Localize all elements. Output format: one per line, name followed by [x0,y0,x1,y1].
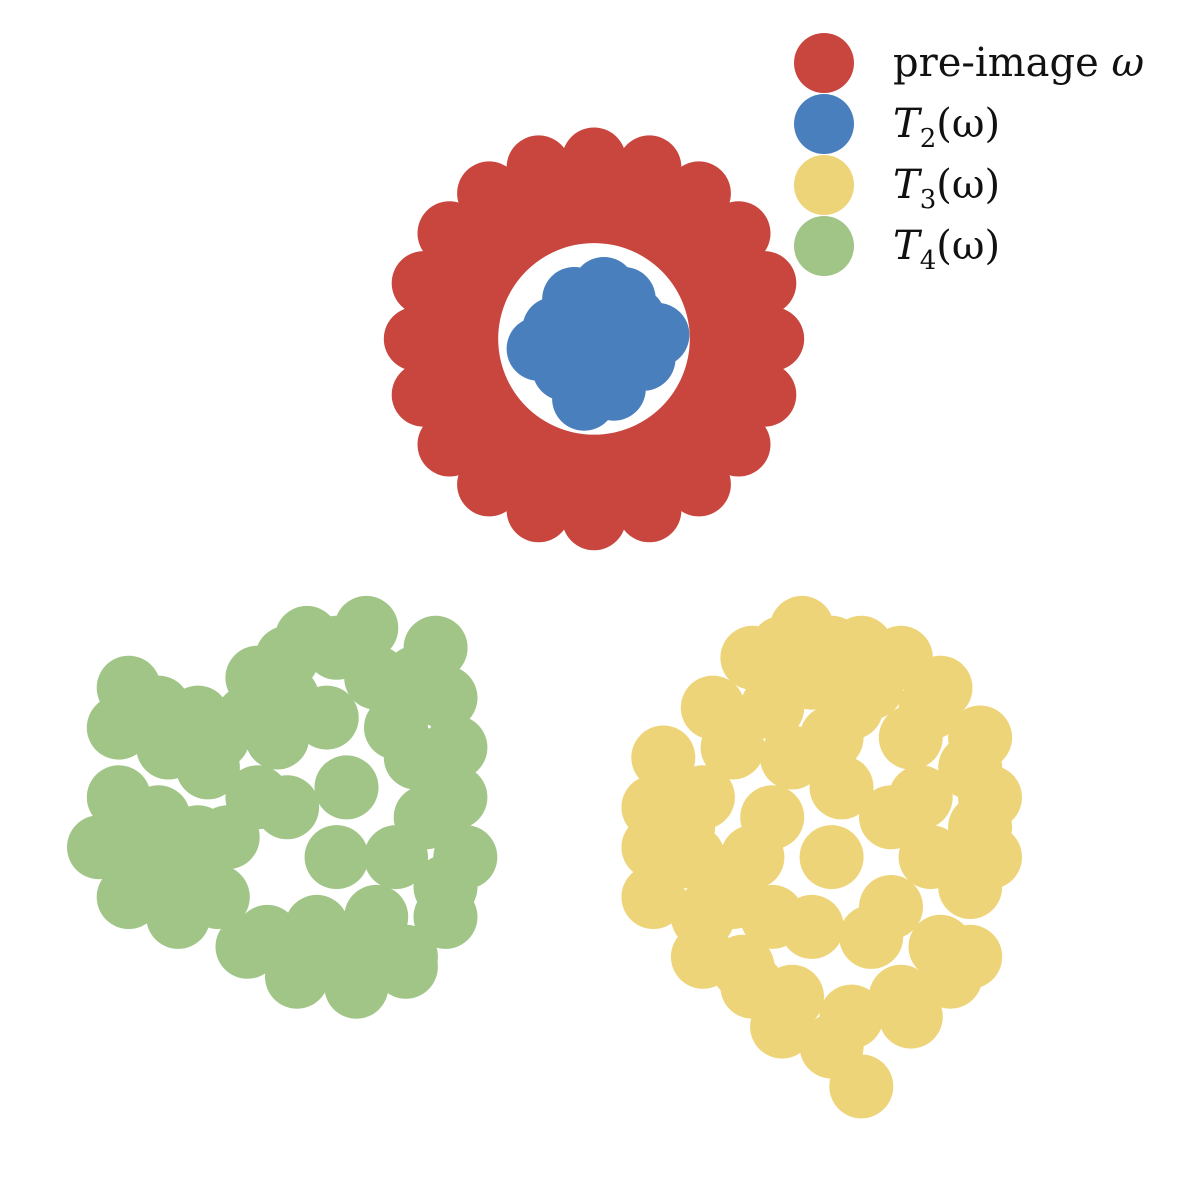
t3-point-26 [670,924,735,989]
pre-image-point-37 [647,416,712,481]
pre-image-series [383,127,805,551]
t4-point-49 [423,715,488,780]
t2-point-7 [506,316,571,381]
legend-label-t2: T2(ω) [893,101,1000,154]
t4-point-48 [413,855,478,919]
t3-point-21 [631,725,696,790]
t3-point-31 [878,984,943,1049]
legend-entry-t3: T3(ω) [794,155,1000,215]
pre-image-point-35 [431,350,496,415]
t4-point-43 [373,924,438,989]
t2-point-11 [542,267,607,331]
t3-point-20 [680,675,745,740]
t3-point-48 [760,725,824,790]
t3-series [621,595,1022,1119]
pre-image-point-6 [506,135,571,200]
pre-image-point-34 [476,197,541,262]
t4-point-44 [146,884,211,949]
t3-point-0 [809,755,874,820]
t4-point-34 [304,825,369,890]
t3-point-43 [799,825,864,890]
t4-point-51 [185,705,250,770]
t4-point-50 [225,645,290,710]
t4-point-40 [383,645,448,710]
t3-point-4 [740,675,805,740]
t3-point-51 [859,875,923,939]
t3-point-52 [888,765,953,830]
legend-label-t4: T4(ω) [893,223,1000,276]
pre-image-point-31 [682,374,747,439]
t3-point-40 [750,615,815,680]
t3-point-50 [779,894,844,959]
t4-point-42 [274,605,339,670]
legend-marker-pre-image [794,33,854,93]
pre-image-point-36 [518,438,583,503]
t4-point-47 [314,914,379,979]
legend-entry-pre-image: pre-image ω [794,33,1144,93]
t3-point-25 [621,865,686,929]
t3-point-30 [829,1054,894,1119]
t3-point-33 [958,825,1022,890]
legend-label-t3: T3(ω) [893,162,1000,215]
t4-point-33 [294,685,359,750]
legend-entry-t4: T4(ω) [794,216,1000,276]
t3-point-24 [621,815,686,880]
t3-point-28 [750,994,815,1059]
t4-point-39 [255,775,320,840]
pre-image-point-19 [732,362,797,427]
t4-point-46 [235,904,300,969]
pre-image-point-25 [441,239,506,304]
t4-point-18 [67,815,131,880]
t3-point-34 [958,765,1022,830]
t4-point-41 [334,595,399,660]
pre-image-point-9 [391,251,456,316]
t4-point-0 [314,755,379,820]
t2-point-10 [591,267,656,331]
t3-point-35 [948,705,1013,770]
legend-label-pre-image: pre-image ω [893,40,1144,86]
t4-point-29 [86,695,151,760]
t3-point-53 [819,675,884,740]
t2-point-9 [552,366,617,431]
t3-point-55 [918,944,983,1009]
legend-marker-t3 [794,155,854,215]
legend-entry-t2: T2(ω) [794,94,1000,154]
t3-point-38 [829,615,894,680]
legend-marker-t4 [794,216,854,276]
t4-series [67,595,498,1019]
legend: pre-image ω T2(ω) T3(ω) T4(ω) [794,33,1144,276]
pre-image-point-32 [692,263,757,327]
pre-image-point-16 [617,478,682,543]
pre-image-point-33 [605,175,670,240]
t3-point-54 [700,865,765,929]
legend-marker-t2 [794,94,854,154]
t2-series [506,257,690,431]
t4-point-38 [393,785,458,850]
t4-point-45 [96,865,161,929]
t3-point-47 [898,825,963,890]
